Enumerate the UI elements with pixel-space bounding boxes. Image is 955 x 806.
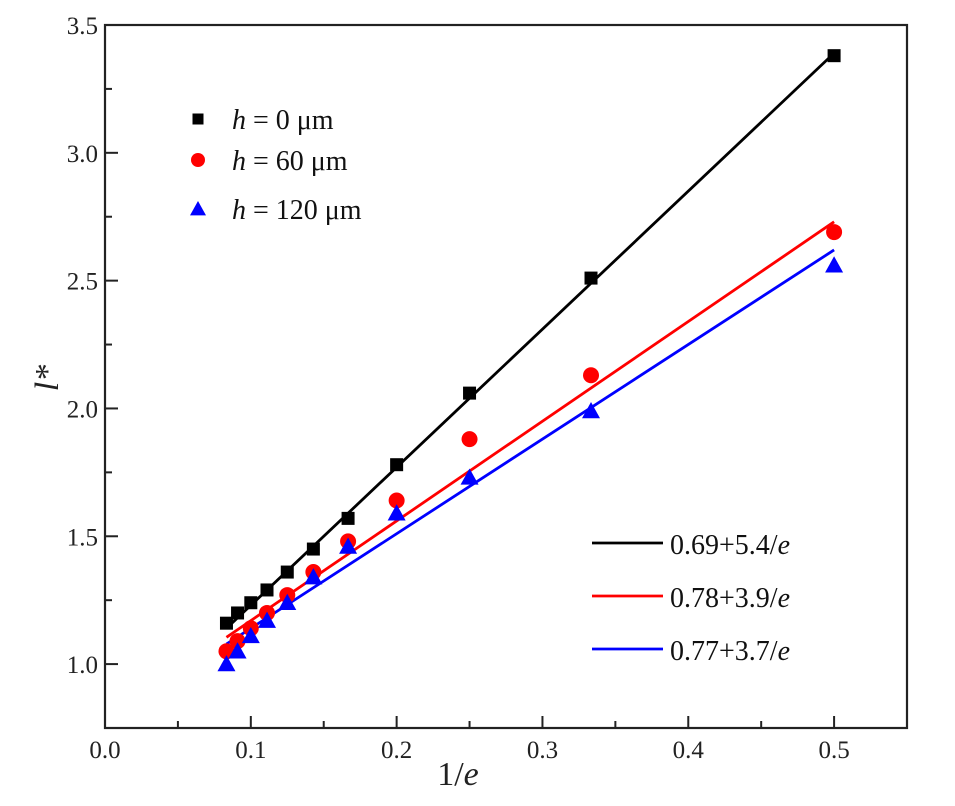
y-axis-ticks: 1.0 1.5 2.0 2.5 3.0 3.5 — [67, 13, 118, 679]
x-tick-label: 0.4 — [673, 737, 705, 764]
data-point-square — [280, 565, 294, 579]
data-point-triangle — [217, 655, 236, 672]
data-point-triangle — [825, 256, 844, 273]
data-point-triangle — [278, 593, 297, 610]
legend-label-var: h — [232, 105, 246, 136]
data-point-triangle — [228, 642, 247, 659]
legend-series: h = 0 μmh = 60 μmh = 120 μm — [190, 105, 362, 226]
x-axis-title: 1/e — [437, 756, 479, 793]
data-point-square — [584, 271, 598, 285]
legend-label-rest: = 60 μm — [246, 146, 348, 177]
data-point-circle — [461, 431, 478, 448]
legend-label-var: h — [232, 146, 246, 177]
data-point-triangle — [258, 611, 277, 628]
legend-label: h = 120 μm — [232, 195, 362, 226]
x-tick-label: 0.1 — [235, 737, 266, 764]
y-tick-label: 3.5 — [67, 13, 98, 40]
legend-marker-square — [192, 113, 204, 125]
data-point-square — [231, 606, 245, 620]
fit-line — [225, 52, 836, 630]
data-point-square — [306, 542, 320, 556]
y-tick-label: 1.5 — [67, 524, 98, 551]
legend-fit-label: 0.78+3.9/e — [670, 583, 790, 614]
fit-line — [225, 248, 835, 646]
legend-marker-circle — [191, 153, 205, 167]
data-point-triangle — [304, 568, 323, 585]
y-tick-label: 2.0 — [67, 396, 98, 423]
legend-label-var: h — [232, 195, 246, 226]
data-point-triangle — [339, 537, 358, 554]
plot-border — [103, 23, 909, 730]
data-point-triangle — [582, 402, 601, 419]
x-tick-label: 0.0 — [89, 737, 120, 764]
data-point-circle — [388, 492, 405, 509]
y-axis-title: l* — [29, 365, 66, 391]
data-point-triangle — [460, 468, 479, 485]
data-point-circle — [583, 367, 600, 384]
data-point-circle — [826, 224, 843, 241]
legend-label-rest: = 120 μm — [246, 195, 362, 226]
legend-marker-triangle — [190, 201, 206, 216]
y-tick-label: 2.5 — [67, 269, 98, 296]
legend-label-rest: = 0 μm — [246, 105, 334, 136]
fit-lines — [225, 52, 836, 646]
legend-fit-var: e — [778, 636, 790, 667]
data-point-square — [827, 49, 841, 63]
legend-fits: 0.69+5.4/e0.78+3.9/e0.77+3.7/e — [592, 530, 790, 667]
data-point-square — [390, 458, 404, 472]
legend-label: h = 0 μm — [232, 105, 334, 136]
x-axis-title-var: e — [464, 756, 479, 793]
legend-fit-expr: 0.77+3.7/ — [670, 636, 778, 667]
y-tick-label: 3.0 — [67, 141, 98, 168]
y-tick-label: 1.0 — [67, 652, 98, 679]
data-point-circle — [229, 633, 246, 650]
legend-fit-expr: 0.69+5.4/ — [670, 530, 778, 561]
data-point-square — [463, 386, 477, 400]
data-point-square — [260, 583, 274, 597]
legend-fit-expr: 0.78+3.9/ — [670, 583, 778, 614]
legend-fit-label: 0.77+3.7/e — [670, 636, 790, 667]
legend-fit-var: e — [778, 530, 790, 561]
data-point-square — [244, 596, 258, 610]
data-point-triangle — [241, 626, 260, 644]
legend-fit-var: e — [778, 583, 790, 614]
fit-line — [225, 220, 835, 639]
x-axis-ticks: 0.0 0.1 0.2 0.3 0.4 0.5 — [89, 716, 850, 764]
data-point-square — [219, 616, 233, 630]
x-tick-label: 0.3 — [527, 737, 558, 764]
legend-fit-label: 0.69+5.4/e — [670, 530, 790, 561]
legend-label: h = 60 μm — [232, 146, 348, 177]
data-point-triangle — [387, 504, 406, 521]
plot-frame — [103, 23, 909, 730]
x-tick-label: 0.5 — [818, 737, 849, 764]
x-axis-title-num: 1/ — [437, 756, 464, 793]
data-markers — [217, 49, 844, 672]
x-tick-label: 0.2 — [381, 737, 412, 764]
data-point-square — [341, 511, 355, 525]
